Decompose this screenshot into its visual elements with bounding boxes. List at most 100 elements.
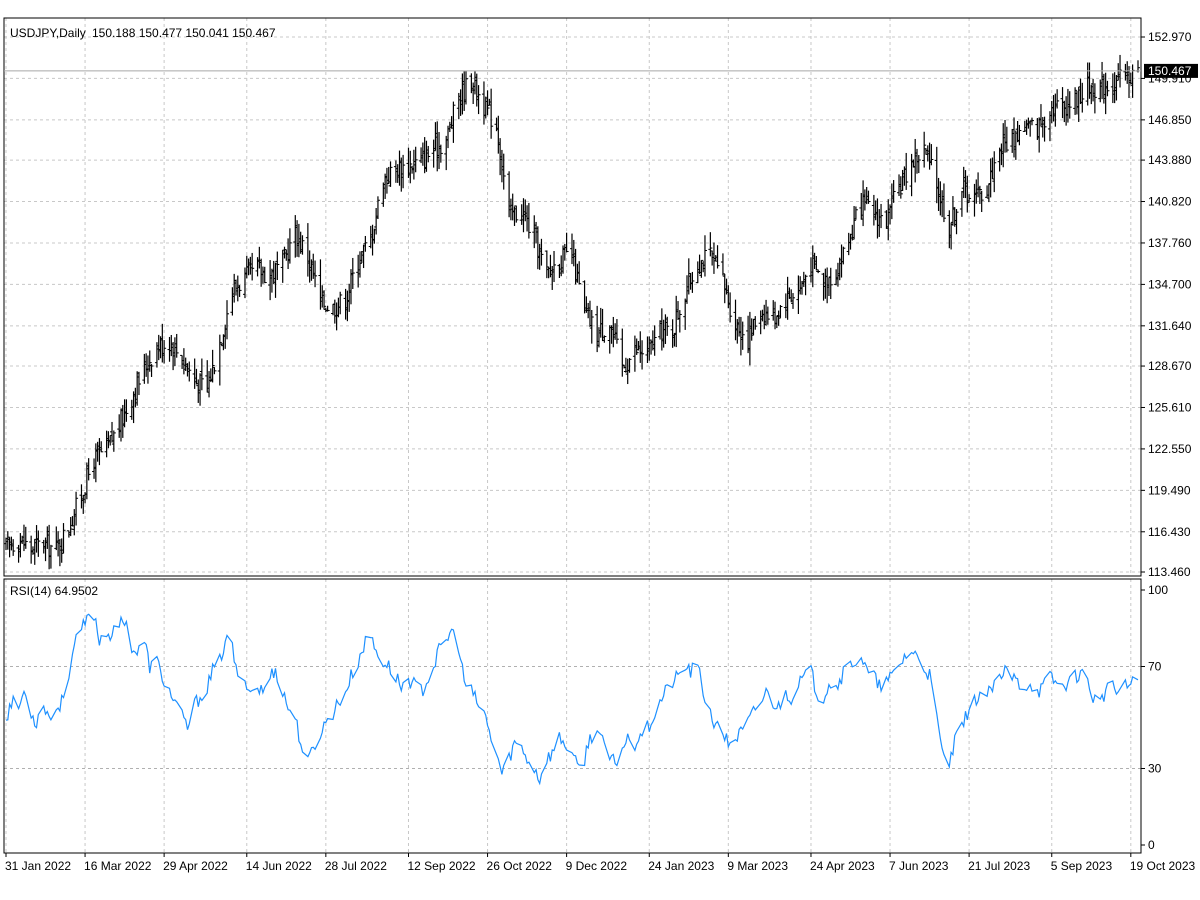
x-tick-label: 7 Jun 2023	[889, 859, 949, 873]
ohlc-bar	[338, 291, 343, 315]
ohlc-bar	[979, 190, 984, 213]
ohlc-bar	[765, 306, 770, 325]
ohlc-bar	[720, 253, 725, 276]
rsi-tick-label: 100	[1148, 583, 1168, 597]
ohlc-bar	[463, 71, 468, 105]
ohlc-bar	[149, 364, 154, 377]
ohlc-bar	[74, 491, 79, 526]
ohlc-bar	[977, 185, 982, 204]
ohlc-bar	[212, 366, 217, 375]
x-tick-label: 14 Jun 2022	[246, 859, 312, 873]
ohlc-bar	[86, 458, 91, 481]
ohlc-bar	[217, 334, 222, 386]
x-tick-label: 5 Sep 2023	[1051, 859, 1113, 873]
ohlc-bar	[652, 325, 657, 356]
price-tick-label: 146.850	[1148, 113, 1192, 127]
ohlc-bar	[111, 430, 116, 452]
rsi-tick-label: 70	[1148, 660, 1162, 674]
ohlc-bar	[916, 154, 921, 174]
ohlc-bar	[357, 251, 362, 278]
ohlc-bar	[879, 203, 884, 229]
price-tick-label: 137.760	[1148, 236, 1192, 250]
ohlc-bar	[904, 152, 909, 190]
rsi-grid	[4, 579, 1141, 853]
ohlc-bar	[778, 305, 783, 318]
ohlc-bar	[677, 310, 682, 333]
x-tick-label: 9 Mar 2023	[727, 859, 788, 873]
x-tick-label: 31 Jan 2022	[5, 859, 71, 873]
ohlc-bar	[1080, 82, 1085, 113]
ohlc-bar	[922, 131, 927, 168]
rsi-line	[5, 613, 1139, 786]
price-panel-frame	[3, 17, 1142, 577]
rsi-line-group	[5, 613, 1139, 786]
ohlc-bar	[199, 358, 204, 391]
ohlc-bar	[776, 310, 781, 326]
ohlc-bar	[23, 526, 28, 549]
ohlc-bar	[634, 338, 639, 355]
ohlc-bar	[287, 228, 292, 264]
ohlc-bar	[891, 180, 896, 203]
ohlc-bar	[715, 245, 720, 269]
current-price-label: 150.467	[1148, 64, 1192, 78]
ohlc-bar	[967, 194, 972, 204]
x-tick-label: 24 Jan 2023	[648, 859, 714, 873]
ohlc-bar	[640, 340, 645, 370]
rsi-title: RSI(14) 64.9502	[10, 584, 98, 598]
ohlc-bar	[853, 206, 858, 220]
ohlc-bar	[614, 319, 619, 344]
ohlc-bar	[740, 321, 745, 350]
x-tick-label: 24 Apr 2023	[810, 859, 875, 873]
ohlc-bar	[803, 274, 808, 296]
ohlc-bar	[431, 139, 436, 168]
ohlc-bar	[1092, 83, 1097, 114]
ohlc-bar	[816, 269, 821, 274]
ohlc-bar	[514, 205, 519, 223]
ohlc-bar	[577, 261, 582, 285]
x-tick-label: 29 Apr 2022	[163, 859, 228, 873]
ohlc-bar	[589, 309, 594, 344]
ohlc-bar	[322, 290, 327, 310]
ohlc-bar	[363, 235, 368, 252]
ohlc-bar	[313, 260, 318, 288]
ohlc-bar	[1114, 75, 1119, 101]
price-y-axis: 152.970149.910146.850143.880140.820137.7…	[1141, 30, 1192, 579]
ohlc-bar	[388, 161, 393, 187]
ohlc-bar	[665, 316, 670, 336]
ohlc-bar	[552, 251, 557, 283]
ohlc-bar	[1067, 91, 1072, 119]
ohlc-bar	[124, 399, 129, 422]
ohlc-bar	[898, 176, 903, 199]
rsi-tick-label: 30	[1148, 762, 1162, 776]
ohlc-bar	[954, 209, 959, 235]
ohlc-bar	[841, 246, 846, 265]
price-chart-title: USDJPY,Daily	[10, 26, 86, 40]
x-tick-label: 19 Oct 2023	[1130, 859, 1196, 873]
ohlc-bar	[136, 371, 141, 396]
x-tick-label: 21 Jul 2023	[968, 859, 1030, 873]
price-tick-label: 128.670	[1148, 359, 1192, 373]
ohlc-bar	[753, 316, 758, 330]
ohlc-bar	[1105, 80, 1110, 97]
current-price-badge	[1144, 63, 1198, 78]
x-axis: 31 Jan 2022 16 Mar 2022 29 Apr 2022 14 Jun …	[5, 853, 1196, 873]
ohlc-bar	[5, 531, 10, 550]
ohlc-bar	[300, 235, 305, 255]
ohlc-bar	[485, 90, 490, 116]
ohlc-bar	[451, 101, 456, 143]
ohlc-bar	[476, 85, 481, 115]
x-tick-label: 12 Sep 2022	[407, 859, 475, 873]
x-tick-label: 16 Mar 2022	[84, 859, 152, 873]
ohlc-bar	[828, 267, 833, 300]
rsi-tick-label: 0	[1148, 838, 1155, 852]
ohlc-bar	[262, 266, 267, 284]
ohlc-bar	[48, 544, 53, 569]
price-bars	[4, 54, 1140, 570]
ohlc-bar	[225, 300, 230, 340]
ohlc-bar	[539, 238, 544, 266]
ohlc-bar	[627, 358, 632, 373]
ohlc-bar	[992, 151, 997, 193]
ohlc-bar	[602, 335, 607, 343]
price-tick-label: 131.640	[1148, 319, 1192, 333]
